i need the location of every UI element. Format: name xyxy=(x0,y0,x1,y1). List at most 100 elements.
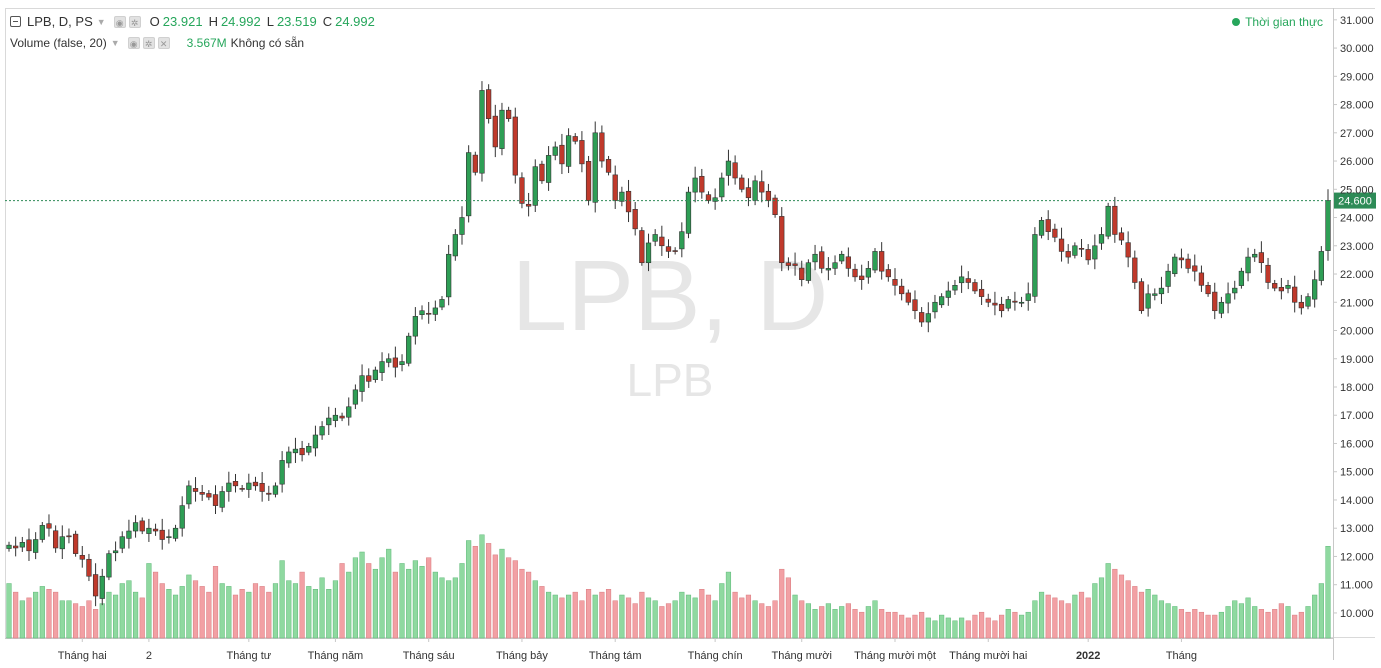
candle-body xyxy=(1045,219,1051,232)
candle-body xyxy=(366,375,372,382)
volume-bar xyxy=(1118,574,1125,639)
volume-bar xyxy=(892,611,898,639)
volume-bar xyxy=(1012,611,1018,639)
volume-bar xyxy=(639,591,645,639)
candle-body xyxy=(286,451,292,464)
candle-body xyxy=(1105,205,1111,237)
volume-bars xyxy=(6,534,1331,639)
close-icon[interactable]: ✕ xyxy=(157,37,170,49)
candle-body xyxy=(739,177,745,190)
volume-bar xyxy=(366,563,372,639)
volume-bar xyxy=(865,606,871,639)
volume-bar xyxy=(1098,577,1105,639)
gear-icon[interactable]: ✲ xyxy=(128,15,141,28)
volume-bar xyxy=(1018,614,1025,639)
watermark-big: LPB, D xyxy=(512,240,829,352)
candle-body xyxy=(652,234,658,242)
volume-bar xyxy=(1312,594,1318,639)
candle-body xyxy=(1205,285,1211,295)
volume-bar xyxy=(1052,597,1058,639)
volume-bar xyxy=(206,591,212,639)
volume-bar xyxy=(132,591,139,639)
symbol-watermark: LPB, D LPB xyxy=(512,240,829,406)
volume-title[interactable]: Volume (false, 20) xyxy=(10,36,107,50)
volume-bar xyxy=(212,566,219,639)
candle-body xyxy=(72,533,79,554)
close-label: C xyxy=(322,14,333,29)
volume-bar xyxy=(339,563,345,639)
candle-body xyxy=(925,313,931,323)
price-tick-label: 26.000 xyxy=(1340,156,1374,168)
candle-body xyxy=(1038,220,1045,236)
collapse-legend-icon[interactable] xyxy=(10,16,21,27)
candle-body xyxy=(512,116,518,176)
volume-bar xyxy=(845,603,851,639)
volume-bar xyxy=(939,614,945,639)
candle-body xyxy=(339,415,345,419)
candle-body xyxy=(466,152,472,217)
candle-body xyxy=(659,236,665,247)
volume-bar xyxy=(859,611,865,639)
volume-bar xyxy=(1172,606,1178,639)
candle-body xyxy=(319,426,325,436)
volume-bar xyxy=(39,586,45,639)
volume-bar xyxy=(979,611,985,639)
candle-body xyxy=(266,492,272,495)
candle-body xyxy=(852,268,858,278)
candle-body xyxy=(212,494,219,506)
volume-bar xyxy=(326,589,332,639)
time-tick-label: Tháng bảy xyxy=(496,650,548,662)
candle-body xyxy=(232,481,239,487)
volume-bar xyxy=(572,591,578,639)
candle-body xyxy=(1265,264,1271,283)
eye-icon[interactable]: ◉ xyxy=(127,37,140,49)
volume-note: Không có sẵn xyxy=(230,36,305,50)
candle-body xyxy=(752,180,758,201)
volume-bar xyxy=(166,589,172,639)
volume-bar xyxy=(1218,611,1224,639)
volume-bar xyxy=(872,600,878,639)
candle-body xyxy=(645,242,652,264)
candle-body xyxy=(1178,257,1185,261)
price-tick-label: 29.000 xyxy=(1340,71,1374,83)
candle-body xyxy=(1132,257,1138,283)
chevron-down-icon[interactable]: ▼ xyxy=(96,16,106,27)
candle-body xyxy=(392,357,399,368)
eye-icon[interactable]: ◉ xyxy=(113,15,126,28)
realtime-label: Thời gian thực xyxy=(1245,15,1323,29)
candle-body xyxy=(745,187,752,199)
candle-body xyxy=(1058,238,1065,252)
candle-body xyxy=(892,279,898,286)
volume-bar xyxy=(1078,591,1085,639)
candle-body xyxy=(672,250,678,252)
volume-bar xyxy=(499,548,505,639)
gear-icon[interactable]: ✲ xyxy=(142,37,155,49)
candle-body xyxy=(572,136,578,142)
volume-bar xyxy=(932,620,938,639)
volume-bar xyxy=(259,586,265,639)
volume-bar xyxy=(912,614,918,639)
chevron-down-icon[interactable]: ▼ xyxy=(110,38,120,48)
candle-body xyxy=(406,335,412,364)
volume-bar xyxy=(1152,594,1158,639)
candle-body xyxy=(1112,205,1118,235)
volume-legend: Volume (false, 20) ▼ ◉ ✲ ✕ 3.567M Không … xyxy=(10,36,304,50)
candle-body xyxy=(46,523,52,529)
candle-body xyxy=(426,312,432,315)
volume-bar xyxy=(1178,609,1185,639)
volume-bar xyxy=(419,566,425,639)
volume-bar xyxy=(452,577,458,639)
volume-bar xyxy=(659,606,665,639)
symbol-title[interactable]: LPB, D, PS xyxy=(27,14,93,29)
time-axis[interactable] xyxy=(5,638,1334,639)
price-axis[interactable] xyxy=(1333,8,1334,660)
candle-body xyxy=(792,263,798,266)
candle-body xyxy=(599,132,605,162)
candle-body xyxy=(539,163,545,182)
open-label: O xyxy=(149,14,160,29)
price-tick-label: 30.000 xyxy=(1340,43,1374,55)
candle-body xyxy=(812,253,818,263)
candle-body xyxy=(719,177,725,198)
status-dot-icon xyxy=(1232,18,1241,26)
